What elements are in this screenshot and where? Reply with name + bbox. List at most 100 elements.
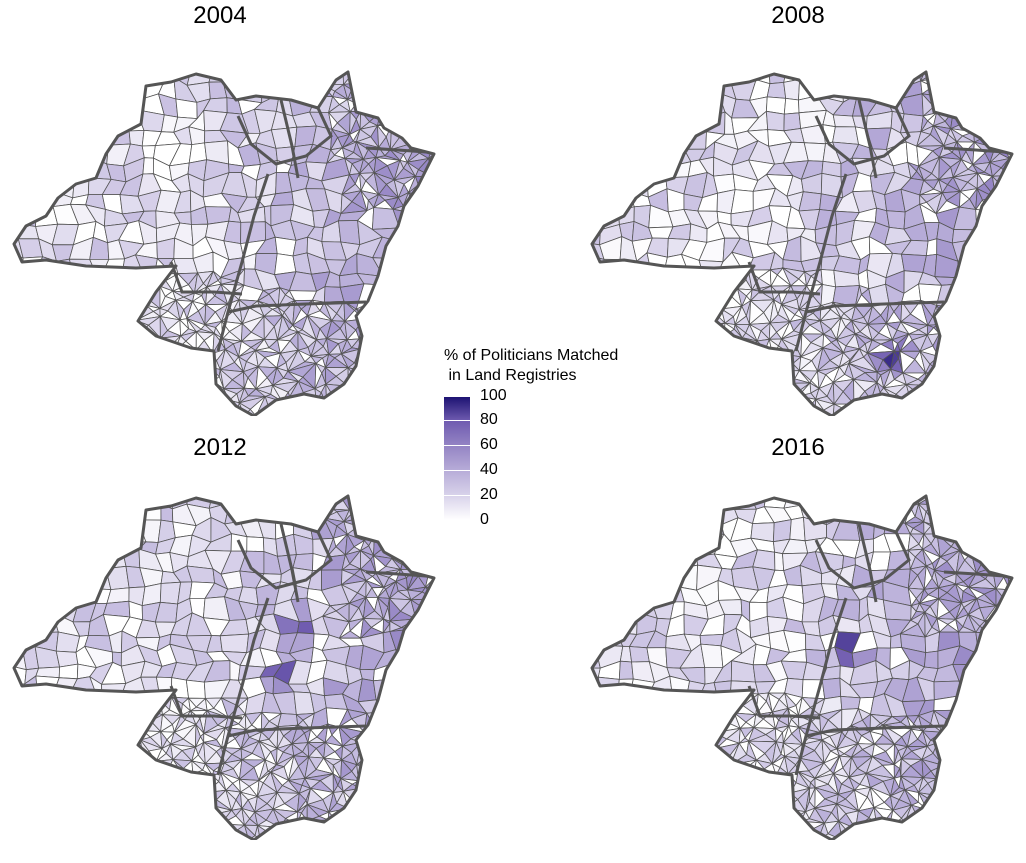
municipality xyxy=(195,395,200,416)
municipality xyxy=(378,708,402,729)
municipality xyxy=(84,409,109,416)
municipality xyxy=(184,797,213,807)
municipality xyxy=(968,525,981,542)
municipality xyxy=(890,350,899,370)
municipality xyxy=(175,299,185,322)
municipality xyxy=(695,350,713,374)
municipality xyxy=(90,363,97,386)
municipality xyxy=(387,496,402,505)
municipality xyxy=(380,744,393,753)
municipality xyxy=(58,663,79,680)
municipality xyxy=(952,403,964,416)
municipality xyxy=(615,376,634,388)
municipality xyxy=(429,560,434,569)
municipality xyxy=(170,801,187,807)
municipality xyxy=(380,514,402,526)
municipality xyxy=(327,819,347,831)
municipality xyxy=(406,309,421,327)
municipality xyxy=(770,381,783,405)
municipality xyxy=(342,83,353,101)
municipality xyxy=(615,108,638,131)
municipality xyxy=(935,524,962,535)
municipality xyxy=(14,396,30,408)
municipality xyxy=(724,391,740,403)
municipality xyxy=(990,682,1011,698)
municipality xyxy=(989,302,1009,313)
municipality xyxy=(373,797,392,813)
municipality xyxy=(592,532,607,557)
municipality xyxy=(624,732,631,745)
municipality xyxy=(359,741,384,754)
municipality xyxy=(392,678,418,699)
municipality xyxy=(326,148,336,164)
state-border xyxy=(236,107,333,166)
municipality xyxy=(377,596,389,621)
municipality xyxy=(431,819,434,830)
municipality xyxy=(72,720,93,728)
municipality xyxy=(402,756,409,778)
municipality xyxy=(83,269,111,291)
municipality xyxy=(948,517,961,534)
municipality xyxy=(390,77,415,88)
municipality xyxy=(592,318,604,335)
municipality xyxy=(104,383,126,393)
municipality xyxy=(1010,201,1012,208)
municipality xyxy=(886,210,906,230)
municipality xyxy=(91,806,113,817)
municipality xyxy=(771,740,782,765)
municipality xyxy=(242,370,249,389)
municipality xyxy=(381,734,394,746)
municipality xyxy=(84,818,99,840)
municipality xyxy=(431,220,434,243)
municipality xyxy=(183,349,197,374)
municipality xyxy=(973,497,990,510)
municipality xyxy=(1020,195,1024,207)
municipality xyxy=(1010,535,1012,545)
municipality xyxy=(681,379,709,394)
municipality xyxy=(406,161,419,178)
municipality xyxy=(355,94,372,112)
municipality xyxy=(110,755,126,768)
municipality xyxy=(990,411,1004,416)
municipality xyxy=(366,496,374,509)
municipality xyxy=(409,659,434,685)
municipality xyxy=(1011,550,1012,560)
municipality xyxy=(415,97,426,119)
municipality xyxy=(47,755,63,776)
municipality xyxy=(57,734,76,751)
municipality xyxy=(989,521,999,542)
municipality xyxy=(66,726,76,749)
municipality xyxy=(782,403,797,416)
municipality xyxy=(159,782,172,797)
municipality xyxy=(429,130,434,146)
municipality xyxy=(646,496,666,507)
municipality xyxy=(704,328,725,337)
municipality xyxy=(647,533,668,559)
municipality xyxy=(419,193,426,209)
municipality xyxy=(723,760,732,774)
municipality xyxy=(988,539,1001,550)
municipality xyxy=(409,398,418,416)
municipality xyxy=(68,550,97,572)
municipality xyxy=(711,401,726,416)
municipality xyxy=(661,287,676,307)
municipality xyxy=(14,565,30,589)
municipality xyxy=(159,801,171,806)
municipality xyxy=(954,320,972,329)
choropleth-map-2008 xyxy=(590,70,1024,416)
municipality xyxy=(949,323,967,336)
municipality xyxy=(401,742,408,760)
municipality xyxy=(186,823,202,840)
municipality xyxy=(378,725,387,747)
municipality xyxy=(376,784,400,797)
municipality xyxy=(100,321,103,334)
municipality xyxy=(14,161,27,183)
municipality xyxy=(978,724,987,740)
municipality xyxy=(407,297,427,310)
municipality xyxy=(734,324,747,339)
municipality xyxy=(389,620,403,633)
municipality xyxy=(62,716,81,729)
choropleth-map-2016 xyxy=(590,494,1014,840)
municipality xyxy=(75,813,93,821)
municipality xyxy=(424,717,434,724)
